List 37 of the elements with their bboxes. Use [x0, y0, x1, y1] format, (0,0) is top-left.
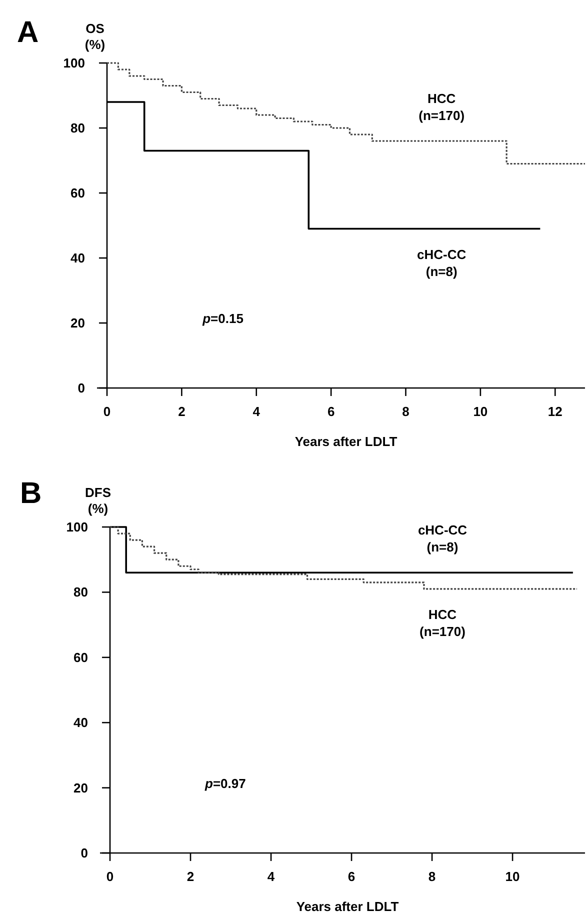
x-tick-label: 10 [473, 404, 488, 419]
x-tick-label: 4 [252, 404, 261, 419]
y-tick-label: 0 [80, 846, 88, 860]
x-tick-label: 4 [267, 869, 276, 884]
y-tick-label: 100 [66, 520, 88, 534]
y-axis-title: OS (%) [84, 21, 106, 52]
y-tick-label: 60 [74, 650, 88, 665]
y-tick-label: 40 [74, 715, 88, 730]
series-label: cHC-CC (n=8) [417, 246, 467, 279]
y-tick-label: 80 [74, 584, 88, 600]
y-tick-label: 0 [78, 380, 85, 396]
x-tick-label: 2 [178, 404, 186, 419]
annotation: p=0.97 [204, 776, 246, 791]
x-tick-label: 10 [505, 869, 520, 884]
y-tick-label: 20 [74, 780, 88, 796]
x-axis-title: Years after LDLT [296, 899, 399, 914]
x-tick-label: 6 [348, 869, 356, 884]
annotation: p=0.15 [202, 311, 244, 326]
series-label: HCC (n=170) [420, 606, 466, 639]
x-tick-label: 6 [327, 404, 335, 419]
x-tick-label: 2 [186, 869, 194, 884]
x-tick-label: 8 [402, 404, 410, 419]
x-tick-label: 8 [428, 869, 436, 884]
y-axis-title: DFS (%) [85, 485, 112, 516]
x-axis-title: Years after LDLT [294, 434, 398, 449]
chart-title: B [20, 477, 42, 510]
y-tick-label: 100 [63, 56, 85, 70]
y-tick-label: 60 [70, 186, 85, 200]
y-tick-label: 80 [70, 120, 85, 136]
series-label: cHC-CC (n=8) [418, 522, 468, 555]
x-tick-label: 0 [103, 404, 111, 419]
chart-title: A [17, 16, 39, 49]
y-tick-label: 20 [70, 316, 85, 330]
x-tick-label: 0 [106, 869, 114, 884]
x-tick-label: 12 [548, 404, 562, 419]
y-tick-label: 40 [70, 250, 85, 266]
series-label: HCC (n=170) [418, 91, 465, 123]
